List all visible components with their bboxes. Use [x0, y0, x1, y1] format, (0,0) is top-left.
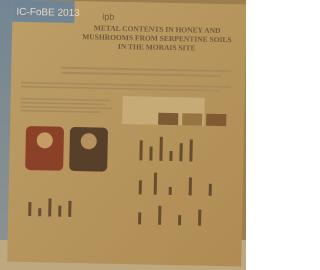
tint [0, 0, 246, 270]
page: IC-FoBE 2013 ipb METAL CONTENTS IN HONEY… [0, 0, 246, 270]
photo: IC-FoBE 2013 ipb METAL CONTENTS IN HONEY… [0, 0, 246, 270]
